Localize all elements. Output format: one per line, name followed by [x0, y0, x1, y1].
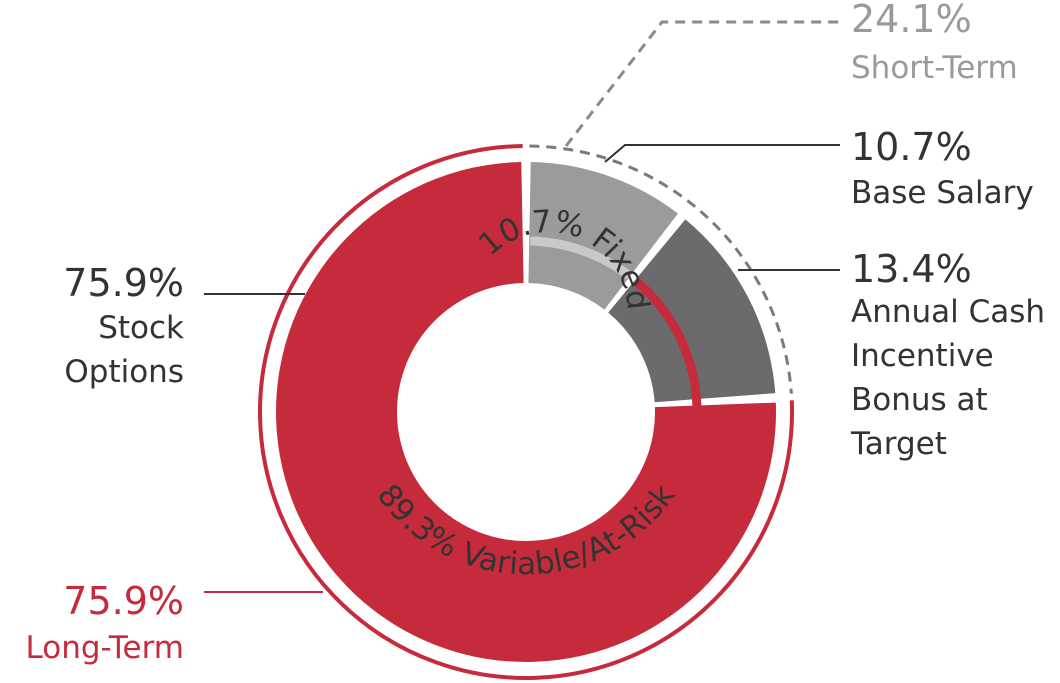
outer-segment-stock-options	[276, 162, 776, 663]
base-salary-label: Base Salary	[851, 175, 1034, 211]
short-term-percent: 24.1%	[851, 0, 972, 41]
bonus-label-line-2: Incentive	[851, 338, 994, 374]
stock-options-label-line-1: Stock	[98, 310, 184, 346]
short-term-label: Short-Term	[851, 50, 1018, 86]
bonus-percent: 13.4%	[851, 247, 972, 291]
inner-ring-fixed	[530, 236, 632, 280]
long-term-percent: 75.9%	[63, 579, 184, 623]
donut-rings	[276, 162, 776, 663]
stock-options-percent: 75.9%	[63, 261, 184, 305]
base-salary-connector	[604, 144, 840, 163]
outer-segment-base-salary	[528, 162, 678, 310]
group-arc-long-term	[258, 144, 794, 680]
base-salary-percent: 10.7%	[851, 125, 972, 169]
bonus-label-line-1: Annual Cash	[851, 294, 1045, 330]
stock-options-label-line-2: Options	[64, 354, 184, 390]
bonus-label-line-4: Target	[850, 426, 947, 462]
group-arc-short-term	[529, 144, 793, 394]
outer-segment-annual-cash-incentive-bonus-at-target	[608, 219, 776, 403]
bonus-label-line-3: Bonus at	[851, 382, 988, 418]
callout-connectors	[204, 20, 840, 680]
long-term-label: Long-Term	[26, 630, 185, 666]
inner-ring-variable-at-risk	[350, 236, 702, 588]
short-term-connector	[564, 20, 840, 147]
